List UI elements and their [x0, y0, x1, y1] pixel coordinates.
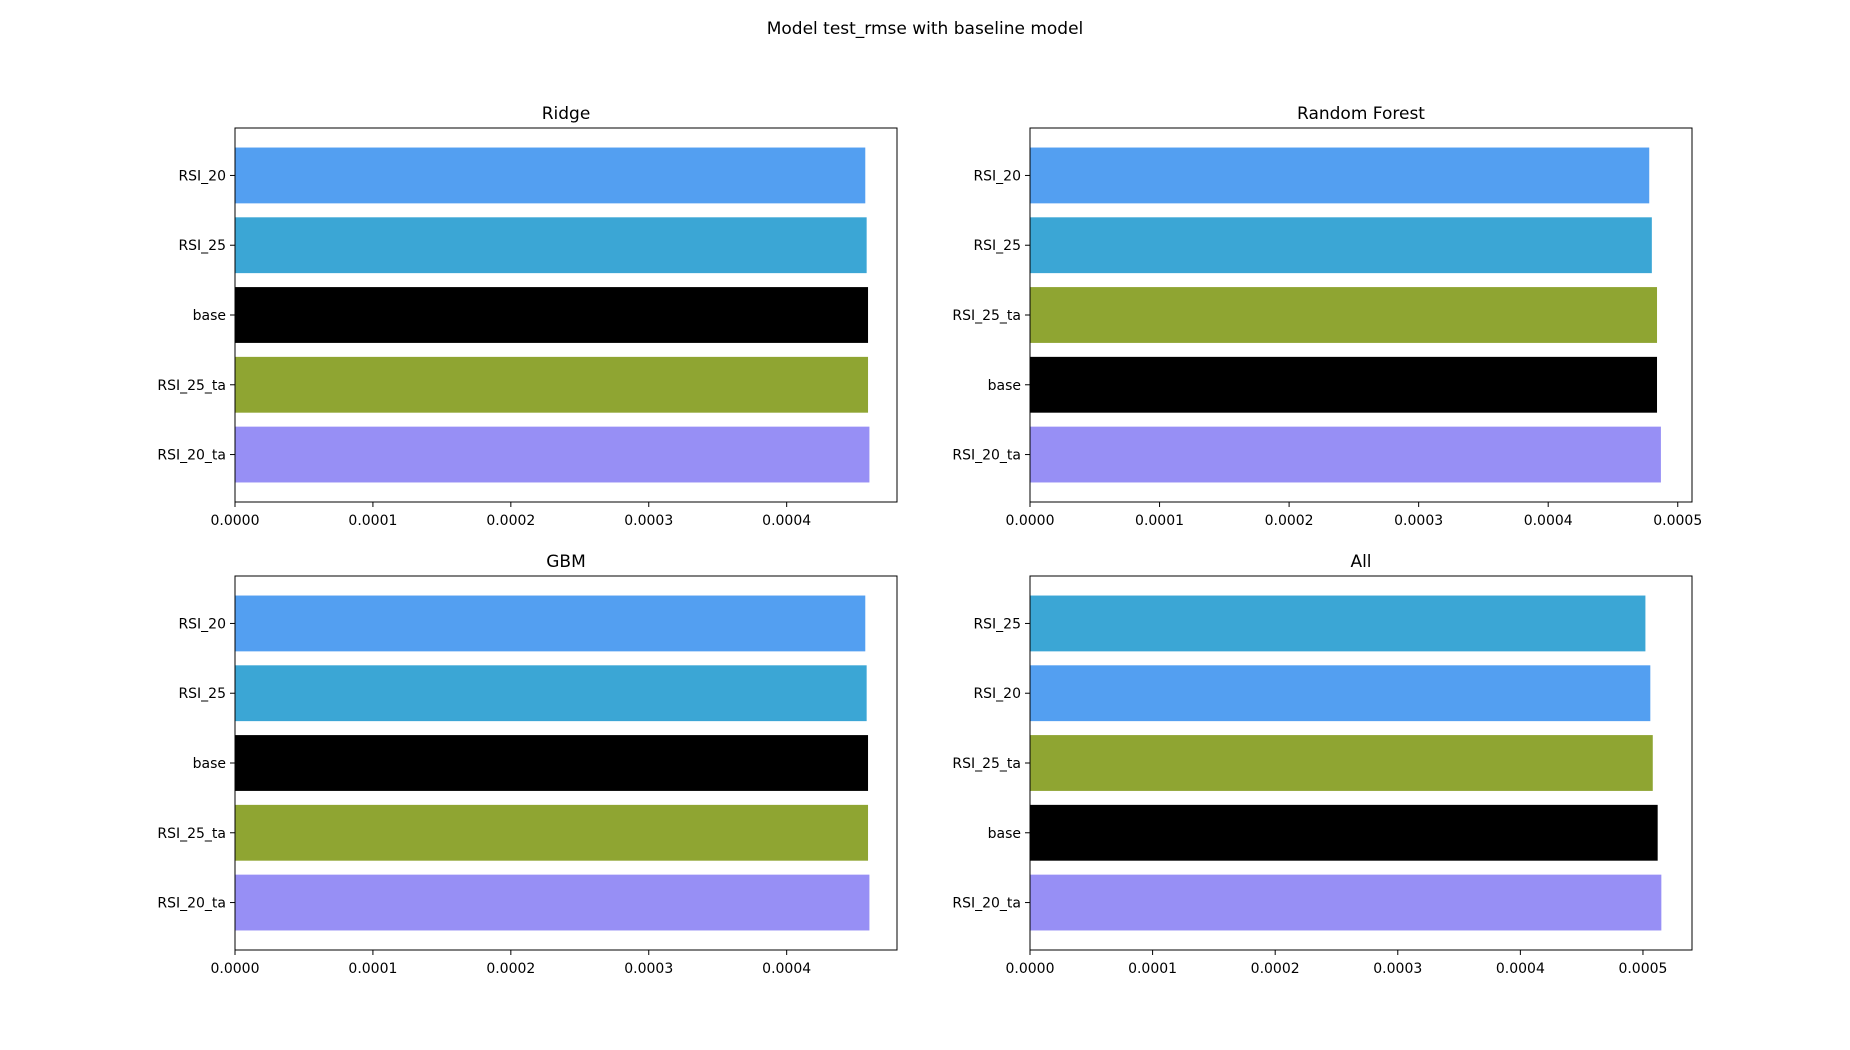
- y-tick-label: RSI_20_ta: [157, 896, 226, 912]
- x-tick-label: 0.0001: [348, 513, 397, 529]
- x-tick-label: 0.0004: [762, 513, 811, 529]
- x-tick-label: 0.0001: [1135, 513, 1184, 529]
- x-tick-label: 0.0004: [1524, 513, 1573, 529]
- x-tick-label: 0.0004: [762, 961, 811, 977]
- y-tick-label: RSI_25_ta: [157, 826, 226, 842]
- x-tick-label: 0.0003: [624, 513, 673, 529]
- bar-base: [235, 735, 869, 791]
- bar-rsi-25-ta: [1030, 287, 1658, 343]
- y-tick-label: RSI_25: [973, 238, 1021, 254]
- x-tick-label: 0.0002: [486, 513, 535, 529]
- panel-title: Random Forest: [1297, 104, 1425, 124]
- bar-rsi-20-ta: [235, 874, 870, 931]
- bar-rsi-20-ta: [235, 426, 870, 483]
- bar-rsi-25: [235, 217, 867, 274]
- bar-base: [1030, 356, 1658, 413]
- bar-rsi-25-ta: [1030, 735, 1653, 791]
- x-tick-label: 0.0000: [211, 961, 260, 977]
- bar-base: [235, 287, 869, 343]
- y-tick-label: RSI_20: [973, 168, 1021, 184]
- bar-rsi-20: [235, 147, 866, 204]
- bar-rsi-20: [235, 595, 866, 652]
- x-tick-label: 0.0005: [1653, 513, 1702, 529]
- bar-rsi-25: [235, 665, 867, 722]
- bar-rsi-25-ta: [235, 804, 869, 861]
- y-tick-label: RSI_20: [973, 686, 1021, 702]
- axes-frame: [234, 575, 898, 951]
- bar-rsi-25: [1030, 217, 1652, 274]
- x-tick-label: 0.0002: [1265, 513, 1314, 529]
- y-tick-label: base: [193, 308, 226, 324]
- bar-base: [1030, 804, 1658, 861]
- bar-rsi-20: [1030, 665, 1651, 722]
- y-tick-label: RSI_20_ta: [952, 896, 1021, 912]
- x-tick-label: 0.0001: [348, 961, 397, 977]
- x-tick-label: 0.0002: [1251, 961, 1300, 977]
- y-tick-label: RSI_25: [178, 238, 226, 254]
- y-tick-label: RSI_25_ta: [952, 308, 1021, 324]
- y-tick-label: RSI_25_ta: [157, 378, 226, 394]
- x-tick-label: 0.0000: [1006, 513, 1055, 529]
- bar-rsi-25: [1030, 595, 1646, 652]
- y-tick-label: RSI_20: [178, 168, 226, 184]
- y-tick-label: RSI_25: [178, 686, 226, 702]
- x-tick-label: 0.0000: [211, 513, 260, 529]
- y-tick-label: base: [988, 378, 1021, 394]
- x-tick-label: 0.0003: [1373, 961, 1422, 977]
- x-tick-label: 0.0003: [624, 961, 673, 977]
- y-tick-label: base: [193, 756, 226, 772]
- y-tick-label: base: [988, 826, 1021, 842]
- y-tick-label: RSI_20_ta: [157, 448, 226, 464]
- x-tick-label: 0.0000: [1006, 961, 1055, 977]
- panel-title: Ridge: [542, 104, 591, 124]
- y-tick-label: RSI_20: [178, 616, 226, 632]
- y-tick-label: RSI_20_ta: [952, 448, 1021, 464]
- x-tick-label: 0.0003: [1394, 513, 1443, 529]
- x-tick-label: 0.0001: [1128, 961, 1177, 977]
- y-tick-label: RSI_25_ta: [952, 756, 1021, 772]
- x-tick-label: 0.0005: [1618, 961, 1667, 977]
- bar-rsi-25-ta: [235, 356, 869, 413]
- bar-rsi-20-ta: [1030, 426, 1661, 483]
- y-tick-label: RSI_25: [973, 616, 1021, 632]
- bar-rsi-20: [1030, 147, 1650, 204]
- panel-title: All: [1350, 552, 1371, 572]
- axes-frame: [234, 127, 898, 503]
- axes-frame: [1029, 127, 1693, 503]
- axes-frame: [1029, 575, 1693, 951]
- x-tick-label: 0.0002: [486, 961, 535, 977]
- x-tick-label: 0.0004: [1496, 961, 1545, 977]
- panel-title: GBM: [546, 552, 586, 572]
- bar-rsi-20-ta: [1030, 874, 1662, 931]
- figure-title: Model test_rmse with baseline model: [767, 19, 1084, 39]
